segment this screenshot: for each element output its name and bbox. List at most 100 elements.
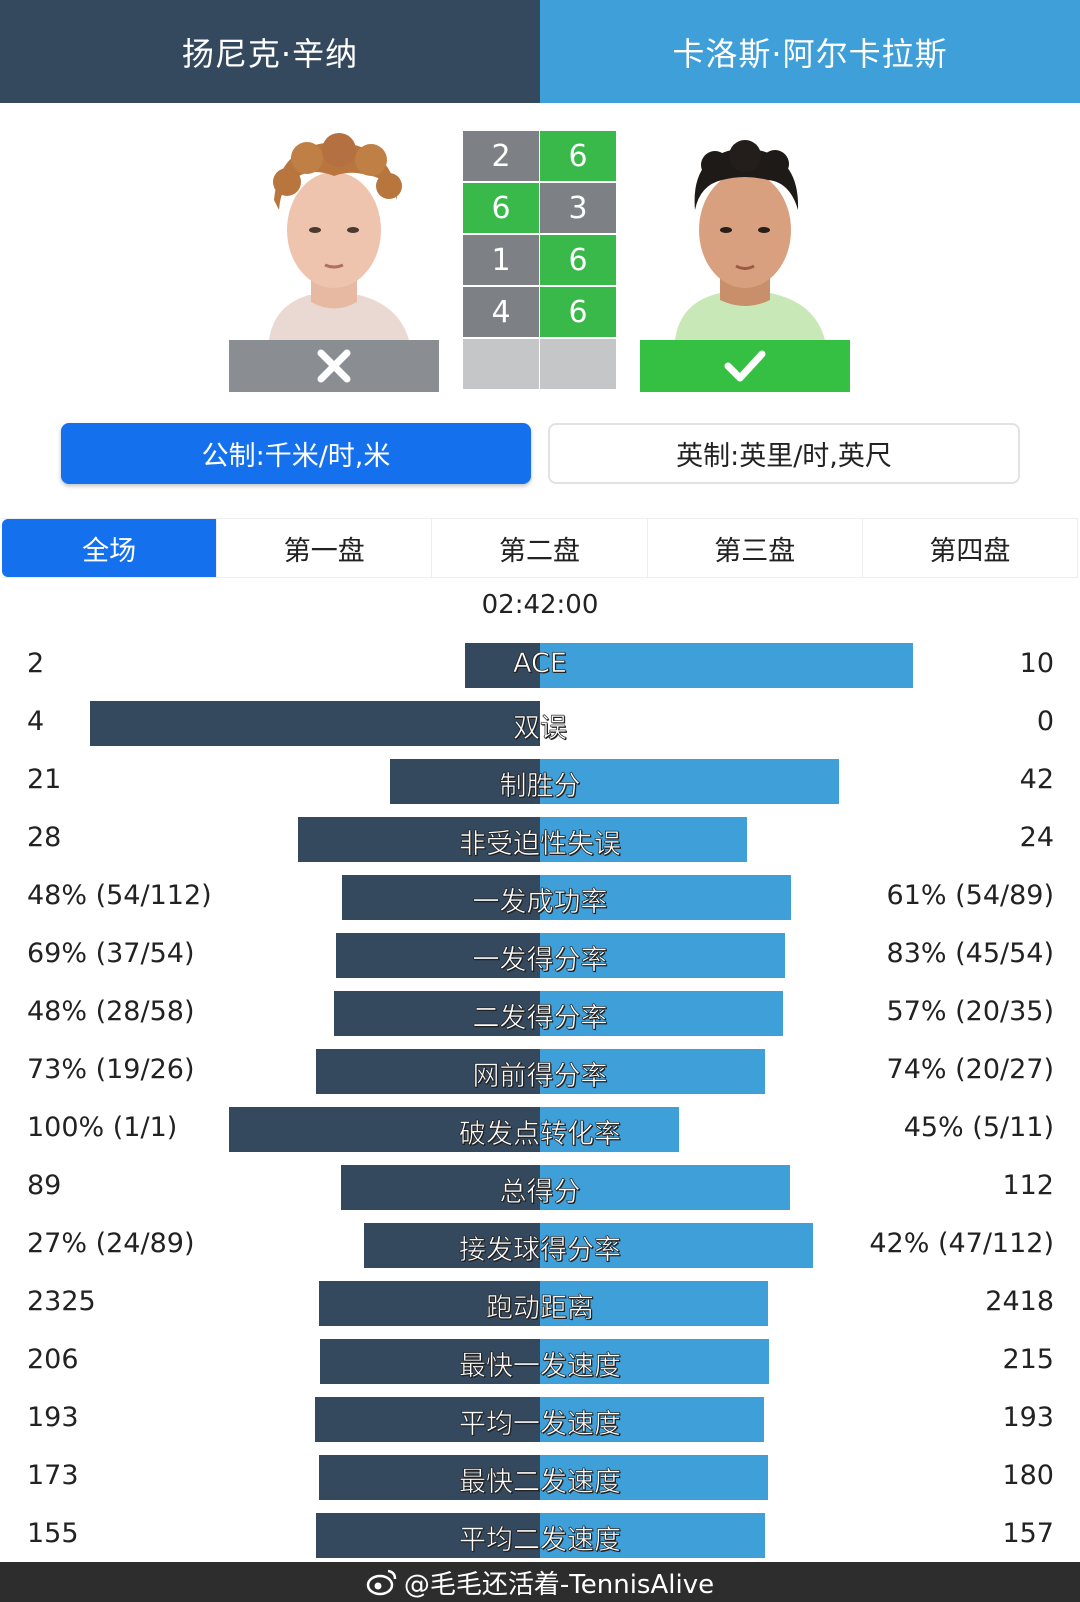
stat-value-right: 10 <box>1019 648 1054 679</box>
stat-value-right: 61% (54/89) <box>886 880 1054 911</box>
player-left-result <box>229 340 439 392</box>
set-score-left: 4 <box>463 287 540 338</box>
stat-label: 最快二发速度 <box>459 1467 622 1499</box>
stat-value-right: 57% (20/35) <box>886 996 1054 1027</box>
stat-row: 173 180 最快二发速度 <box>0 1454 1080 1512</box>
set-row <box>463 339 617 391</box>
stat-bar-right <box>540 933 785 978</box>
stat-label: 平均二发速度 <box>459 1525 622 1557</box>
stat-row: 155 157 平均二发速度 <box>0 1512 1080 1570</box>
stat-value-right: 112 <box>1002 1170 1054 1201</box>
stat-bar-left <box>229 1107 540 1152</box>
stat-row: 48% (28/58) 57% (20/35) 二发得分率 <box>0 990 1080 1048</box>
match-duration: 02:42:00 <box>481 590 599 620</box>
stat-label: 破发点转化率 <box>459 1119 622 1151</box>
stat-bar-right <box>540 1049 765 1094</box>
stat-bar-left <box>316 1513 540 1558</box>
stat-value-right: 42 <box>1019 764 1054 795</box>
stat-value-right: 157 <box>1002 1518 1054 1549</box>
set-row: 1 6 <box>463 235 617 287</box>
set-row: 2 6 <box>463 131 617 183</box>
stat-value-left: 193 <box>27 1402 79 1433</box>
stat-bar-right <box>540 1397 764 1442</box>
stat-bar-right <box>540 817 747 862</box>
stat-row: 48% (54/112) 61% (54/89) 一发成功率 <box>0 874 1080 932</box>
stat-value-right: 193 <box>1002 1402 1054 1433</box>
stat-value-left: 48% (54/112) <box>27 880 212 911</box>
stat-bar-right <box>540 759 839 804</box>
tab-set-4[interactable]: 第四盘 <box>862 519 1079 577</box>
stat-bar-right <box>540 1513 765 1558</box>
stat-bar-left <box>341 1165 540 1210</box>
watermark-text: @毛毛还活着-TennisAlive <box>403 1569 715 1600</box>
stat-row: 69% (37/54) 83% (45/54) 一发得分率 <box>0 932 1080 990</box>
stat-row: 27% (24/89) 42% (47/112) 接发球得分率 <box>0 1222 1080 1280</box>
stat-bar-left <box>90 701 540 746</box>
stat-bar-left <box>316 1049 540 1094</box>
match-header: 扬尼克·辛纳 卡洛斯·阿尔卡拉斯 <box>0 0 1080 103</box>
set-score-right: 6 <box>540 235 617 286</box>
stat-value-left: 48% (28/58) <box>27 996 195 1027</box>
stat-bar-right <box>540 1165 790 1210</box>
tab-set-2[interactable]: 第二盘 <box>432 519 648 577</box>
stat-bar-left <box>315 1397 540 1442</box>
set-score-right: 6 <box>540 131 617 182</box>
stat-label: 二发得分率 <box>472 1003 608 1035</box>
stat-row: 28 24 非受迫性失误 <box>0 816 1080 874</box>
watermark-bar: @毛毛还活着-TennisAlive <box>0 1562 1080 1602</box>
set-score-right: 3 <box>540 183 617 234</box>
stat-value-left: 21 <box>27 764 62 795</box>
stat-label: 网前得分率 <box>472 1061 608 1093</box>
set-score-grid: 2 6 6 3 1 6 4 6 <box>463 131 617 391</box>
stat-value-left: 2 <box>27 648 45 679</box>
stat-label: 平均一发速度 <box>459 1409 622 1441</box>
set-tabs: 全场 第一盘 第二盘 第三盘 第四盘 <box>2 518 1079 578</box>
stat-value-right: 180 <box>1002 1460 1054 1491</box>
stat-bar-left <box>320 1339 540 1384</box>
stat-label: 双误 <box>513 713 568 745</box>
stat-value-right: 74% (20/27) <box>886 1054 1054 1085</box>
stat-value-left: 155 <box>27 1518 79 1549</box>
tab-full-match[interactable]: 全场 <box>2 519 218 577</box>
set-row: 6 3 <box>463 183 617 235</box>
set-score-right <box>540 339 617 390</box>
stat-value-right: 2418 <box>985 1286 1054 1317</box>
set-score-left: 1 <box>463 235 540 286</box>
player-right-result <box>640 340 850 392</box>
stat-bar-right <box>540 1339 769 1384</box>
player-right-name[interactable]: 卡洛斯·阿尔卡拉斯 <box>540 0 1080 103</box>
player-left-name[interactable]: 扬尼克·辛纳 <box>0 0 540 103</box>
stat-value-right: 42% (47/112) <box>869 1228 1054 1259</box>
stat-bar-right <box>540 1455 768 1500</box>
stat-bar-left <box>298 817 540 862</box>
stat-row: 100% (1/1) 45% (5/11) 破发点转化率 <box>0 1106 1080 1164</box>
stat-value-right: 45% (5/11) <box>903 1112 1054 1143</box>
stat-label: 跑动距离 <box>486 1293 595 1325</box>
metric-unit-button[interactable]: 公制:千米/时,米 <box>61 423 531 484</box>
set-score-right: 6 <box>540 287 617 338</box>
check-icon <box>724 350 766 382</box>
stat-label: ACE <box>513 648 568 680</box>
stat-row: 73% (19/26) 74% (20/27) 网前得分率 <box>0 1048 1080 1106</box>
stat-bar-left <box>319 1281 540 1326</box>
stat-value-left: 206 <box>27 1344 79 1375</box>
stat-value-right: 24 <box>1019 822 1054 853</box>
stat-bar-left <box>465 643 540 688</box>
stat-row: 2325 2418 跑动距离 <box>0 1280 1080 1338</box>
stat-bar-left <box>342 875 540 920</box>
imperial-unit-button[interactable]: 英制:英里/时,英尺 <box>548 423 1020 484</box>
stat-value-left: 173 <box>27 1460 79 1491</box>
stat-bar-left <box>336 933 540 978</box>
stat-bar-left <box>390 759 540 804</box>
stat-value-left: 27% (24/89) <box>27 1228 195 1259</box>
stat-label: 一发得分率 <box>472 945 608 977</box>
stat-value-right: 215 <box>1002 1344 1054 1375</box>
tab-set-1[interactable]: 第一盘 <box>217 519 433 577</box>
tab-set-3[interactable]: 第三盘 <box>647 519 863 577</box>
stat-value-left: 73% (19/26) <box>27 1054 195 1085</box>
stat-bar-left <box>319 1455 540 1500</box>
stat-bar-right <box>540 875 791 920</box>
stat-label: 制胜分 <box>499 771 581 803</box>
stat-row: 206 215 最快一发速度 <box>0 1338 1080 1396</box>
stat-value-left: 100% (1/1) <box>27 1112 178 1143</box>
